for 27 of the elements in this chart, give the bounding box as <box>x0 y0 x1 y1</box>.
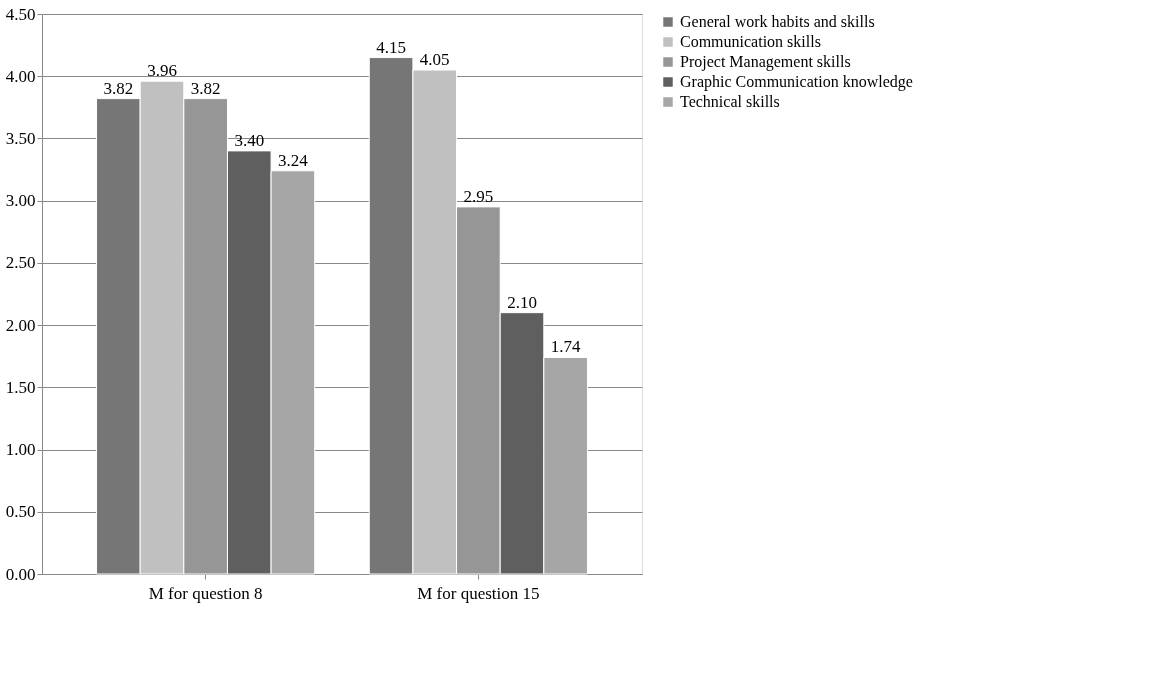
y-tick-label: 2.00 <box>5 315 36 335</box>
legend-label: Project Management skills <box>680 53 851 71</box>
data-label: 3.24 <box>278 150 309 170</box>
legend-label: General work habits and skills <box>680 13 875 30</box>
y-tick-label: 0.00 <box>5 564 36 584</box>
data-label: 4.15 <box>376 37 406 57</box>
data-label: 3.96 <box>147 61 177 81</box>
y-tick-label: 1.00 <box>5 440 36 460</box>
data-label: 2.95 <box>463 186 494 206</box>
data-label: 3.82 <box>103 78 134 98</box>
legend-label: Communication skills <box>680 33 821 50</box>
data-label: 3.82 <box>190 78 221 98</box>
y-tick-label: 4.00 <box>5 66 36 86</box>
y-tick-label: 4.50 <box>5 4 36 24</box>
y-tick-label: 3.50 <box>5 128 36 148</box>
y-tick-label: 2.50 <box>5 253 36 273</box>
data-label: 4.05 <box>419 50 450 69</box>
legend-label: Technical skills <box>680 93 780 110</box>
y-tick-label: 0.50 <box>5 502 36 522</box>
x-tick-label: M for question 8 <box>148 583 263 603</box>
data-label: 1.74 <box>550 337 582 357</box>
y-tick-label: 3.00 <box>5 191 36 211</box>
y-tick-label: 1.50 <box>5 377 36 397</box>
data-label: 3.40 <box>234 130 265 150</box>
data-label: 2.10 <box>507 292 537 312</box>
legend-label: Graphic Communication knowledge <box>680 73 913 91</box>
x-tick-label: M for question 15 <box>417 583 540 603</box>
